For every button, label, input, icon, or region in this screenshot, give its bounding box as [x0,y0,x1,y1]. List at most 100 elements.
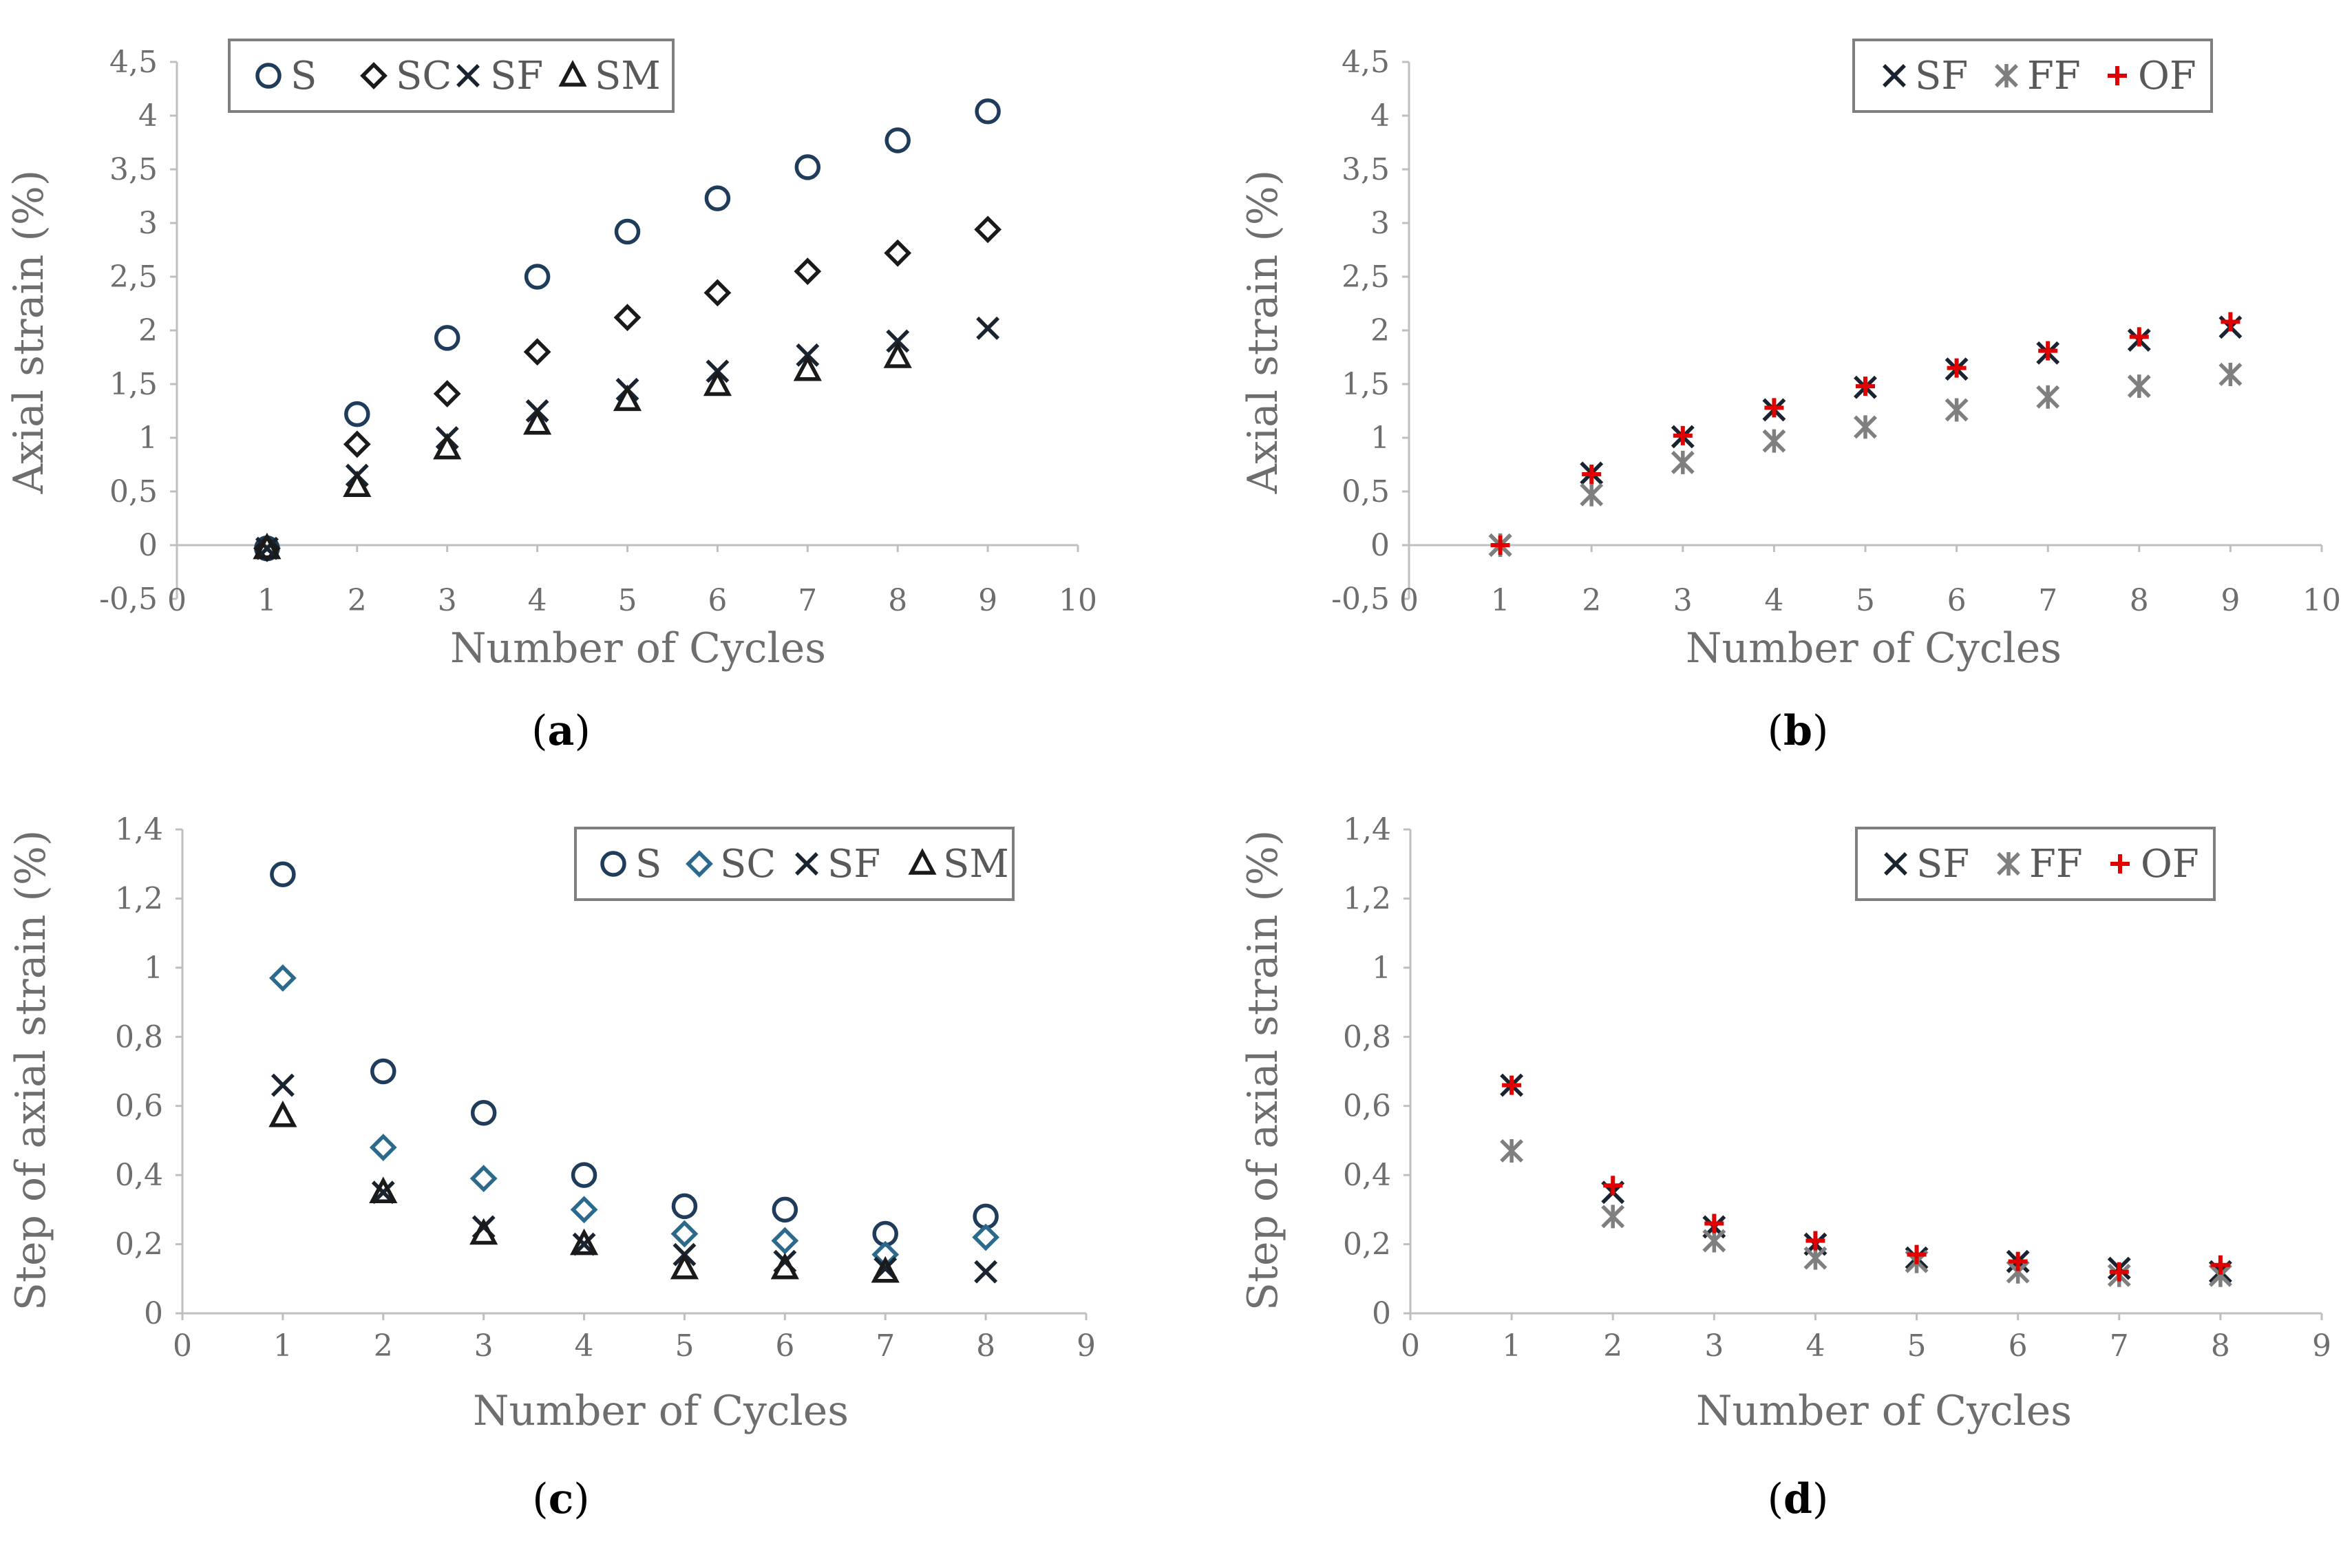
data-point-SC [884,239,912,267]
data-point-SM [883,341,912,368]
y-tick-label: -0,5 [99,582,158,617]
data-point-FF [1945,398,1969,422]
x-tick-label: 8 [888,583,907,618]
legend-marker-SF [795,852,818,876]
y-axis-title: Step of axial strain (%) [1239,830,1287,1311]
y-tick-label: 1 [138,421,158,456]
data-point-SM [469,1218,498,1245]
x-tick-label: 9 [1077,1328,1096,1364]
data-point-FF [2036,385,2060,409]
data-point-S [524,264,551,290]
data-point-SC [570,1196,598,1224]
legend-marker-SM [908,848,937,875]
x-tick-label: 9 [2312,1328,2331,1364]
y-tick-label: 0,4 [115,1158,163,1193]
x-tick-label: 6 [775,1328,794,1364]
y-tick-label: 3,5 [1342,152,1390,187]
legend-marker-S [600,851,626,877]
y-axis-title: Axial strain (%) [1239,170,1287,494]
y-tick-label: 2,5 [1342,259,1390,295]
data-point-OF [2129,327,2149,347]
data-point-SC [369,1134,397,1161]
y-axis-title: Step of axial strain (%) [7,830,55,1311]
data-point-S [704,185,731,211]
legend-label-SF: SF [1915,54,1968,98]
x-tick-label: 3 [438,583,457,618]
legend-marker-SM [558,60,587,87]
series-OF [1502,1075,2230,1282]
data-point-SF [976,316,1000,340]
y-tick-label: 1,2 [1343,881,1391,916]
series-S [270,861,999,1247]
data-point-SF [271,1073,295,1097]
legend-box [228,39,675,113]
data-point-SM [703,369,732,396]
legend: S SC SF SM [228,39,675,113]
series-SC [268,964,999,1269]
x-tick-label: 7 [876,1328,895,1364]
data-point-OF [1907,1244,1927,1264]
data-point-SF [572,1232,596,1256]
x-tick-label: 0 [173,1328,192,1364]
series-SC [253,215,1002,562]
series-SM [268,1100,900,1283]
x-tick-label: 8 [976,1328,995,1364]
y-tick-label: 4 [1370,98,1390,134]
legend-marker-SF [1883,64,1906,87]
data-point-OF [1704,1214,1724,1233]
x-tick-label: 8 [2130,583,2149,618]
data-point-S [614,218,641,245]
legend-marker-SC [686,850,713,878]
x-tick-label: 4 [1805,1328,1825,1364]
data-point-OF [1502,1075,1522,1095]
data-point-SM [770,1252,799,1280]
data-point-SM [253,532,282,560]
y-tick-label: 1,4 [1343,812,1391,847]
data-point-FF [1854,415,1877,439]
y-tick-label: 2 [1370,313,1390,348]
x-tick-label: 6 [1947,583,1967,618]
x-tick-label: 10 [1059,583,1097,618]
data-point-S [434,325,460,351]
data-point-SC [794,257,822,286]
data-point-SM [369,1176,398,1203]
x-axis-title: Number of Cycles [450,624,826,672]
data-point-FF [1671,450,1695,474]
data-point-S [370,1058,396,1085]
y-tick-label: 0,5 [109,474,158,509]
data-point-SF [974,1260,998,1284]
data-point-SM [343,470,372,497]
legend-marker-OF [2110,854,2130,873]
data-point-SM [613,384,642,412]
data-point-S [270,861,296,888]
x-tick-label: 2 [348,583,367,618]
y-tick-label: 1,2 [115,881,163,916]
legend-marker-SC [360,62,388,89]
y-tick-label: 0,2 [1343,1227,1391,1262]
y-tick-label: 3,5 [109,152,158,187]
y-axis-title: Axial strain (%) [5,170,53,494]
x-tick-label: 5 [1856,583,1875,618]
legend: SF FF OF [1855,827,2216,901]
data-point-OF [2008,1251,2028,1271]
x-tick-label: 9 [2221,583,2240,618]
y-tick-label: 0,8 [1343,1019,1391,1055]
data-point-SC [871,1240,900,1269]
legend: SF FF OF [1852,39,2213,113]
x-tick-label: 4 [528,583,547,618]
y-tick-label: 1,5 [109,367,158,402]
x-axis-title: Number of Cycles [1686,624,2062,672]
data-point-FF [2127,374,2151,399]
data-point-SC [469,1165,498,1193]
legend-label-SF: SF [827,842,880,887]
y-tick-label: 0 [144,1296,163,1331]
x-tick-label: 2 [1582,583,1601,618]
data-point-OF [1582,465,1602,485]
legend-marker-FF [1997,852,2020,876]
legend-box [1852,39,2213,113]
y-tick-label: 1,4 [115,812,163,847]
panel-caption: (b) [1768,707,1829,755]
data-point-OF [1603,1176,1623,1196]
y-tick-label: 4,5 [109,45,158,80]
data-point-S [794,154,821,180]
